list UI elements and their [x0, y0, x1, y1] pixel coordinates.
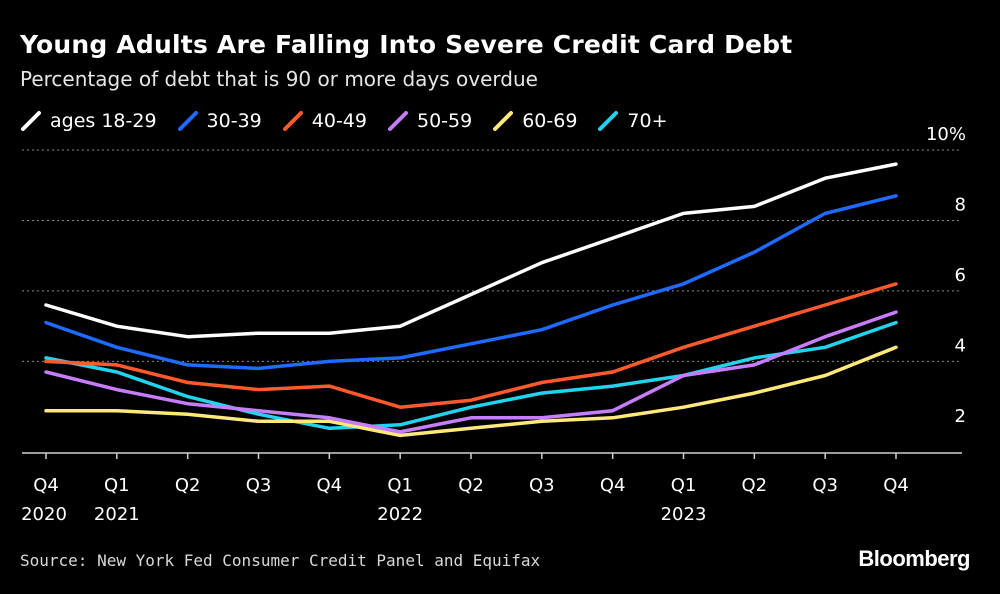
- series-line-40-49: [44, 282, 898, 409]
- x-tick-label: Q2: [458, 475, 484, 496]
- legend-swatch-icon: [177, 111, 198, 131]
- legend-label-60-69: 60-69: [522, 110, 578, 132]
- x-tick-label: Q3: [246, 475, 272, 496]
- series-line-60-69: [44, 345, 898, 438]
- x-tick-label: Q3: [812, 475, 838, 496]
- series-line-70-: [44, 320, 898, 431]
- source-note: Source: New York Fed Consumer Credit Pan…: [20, 551, 541, 570]
- series-lines: [44, 162, 898, 438]
- legend-item-18-29: ages 18-29: [20, 110, 157, 132]
- legend-swatch-icon: [21, 111, 41, 131]
- legend-swatch-icon: [493, 111, 514, 131]
- x-tick-label: Q1: [671, 475, 697, 496]
- x-tick-label: Q4: [600, 475, 626, 496]
- x-tick-label: Q4: [883, 475, 909, 496]
- x-tick-year-label: 2022: [377, 504, 423, 525]
- legend-item-60-69: 60-69: [492, 110, 577, 132]
- series-line-ages-18-29: [44, 162, 898, 339]
- x-tick-label: Q1: [387, 475, 413, 496]
- legend-swatch-icon: [282, 111, 303, 131]
- legend-item-30-39: 30-39: [177, 110, 262, 132]
- x-tick-year-label: 2021: [94, 504, 140, 525]
- x-tick-label: Q2: [742, 475, 768, 496]
- x-tick-label: Q2: [175, 475, 201, 496]
- x-tick-label: Q4: [33, 475, 59, 496]
- x-tick-label: Q4: [317, 475, 343, 496]
- y-tick-label: 2: [955, 406, 966, 427]
- series-line-30-39: [44, 194, 898, 371]
- chart-legend: ages 18-29 30-39 40-49 50-59 60-69 70+: [20, 110, 688, 132]
- y-tick-label: 10%: [926, 124, 966, 145]
- y-tick-label: 6: [955, 265, 966, 286]
- x-tick-label: Q3: [529, 475, 555, 496]
- legend-label-50-59: 50-59: [416, 110, 473, 132]
- legend-item-50-59: 50-59: [387, 110, 472, 132]
- legend-label-30-39: 30-39: [206, 110, 262, 132]
- legend-swatch-icon: [598, 111, 619, 131]
- x-axis: [22, 452, 962, 459]
- chart-title: Young Adults Are Falling Into Severe Cre…: [20, 30, 793, 59]
- chart-subtitle: Percentage of debt that is 90 or more da…: [20, 67, 538, 91]
- x-tick-year-label: 2023: [661, 504, 707, 525]
- tick-labels: 2 4 6 8 10% Q4 2020 Q1 2021 Q2 Q3 Q4 Q1 2022 Q2 Q3 Q4 Q1 2…: [21, 124, 966, 525]
- y-tick-label: 4: [955, 335, 966, 356]
- legend-item-40-49: 40-49: [282, 110, 367, 132]
- legend-label-40-49: 40-49: [311, 110, 367, 132]
- x-tick-label: Q1: [104, 475, 130, 496]
- legend-item-70-plus: 70+: [597, 110, 668, 132]
- legend-label-70-plus: 70+: [627, 110, 668, 132]
- legend-swatch-icon: [387, 111, 408, 131]
- brand-logo: Bloomberg: [858, 546, 970, 571]
- x-tick-year-label: 2020: [21, 504, 67, 525]
- legend-label-18-29: ages 18-29: [50, 110, 157, 132]
- series-line-50-59: [44, 310, 898, 434]
- y-tick-label: 8: [955, 194, 966, 215]
